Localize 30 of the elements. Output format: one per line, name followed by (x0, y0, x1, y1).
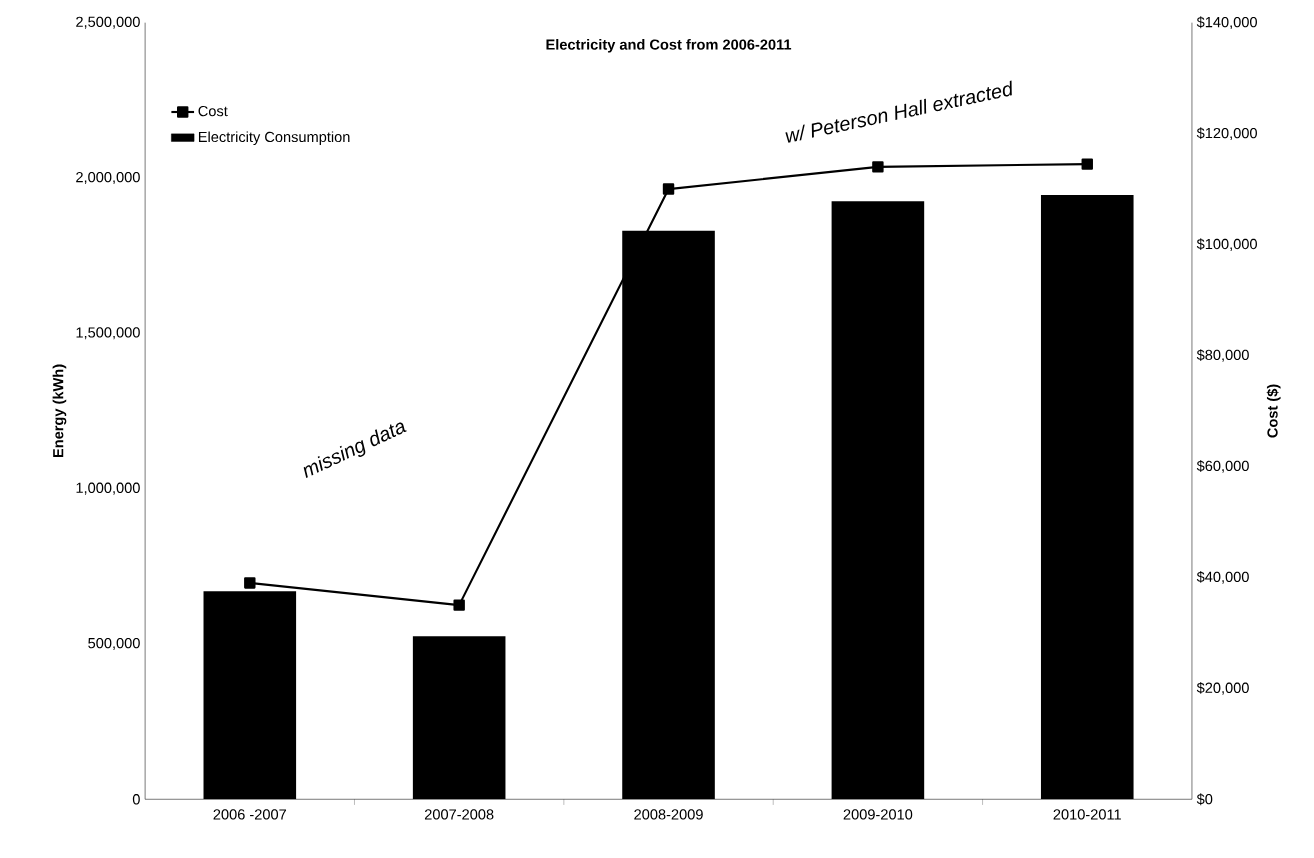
y-axis-title: Energy (kWh) (52, 364, 67, 458)
y-tick-label: 500,000 (88, 638, 140, 651)
y-tick-label: 2,000,000 (76, 172, 140, 185)
point (872, 161, 884, 173)
y-tick-label: 1,500,000 (76, 327, 140, 340)
y2-tick-label: $20,000 (1196, 682, 1249, 695)
point (1081, 158, 1093, 170)
y2-tick-label: $140,000 (1196, 16, 1257, 30)
annotation: w/ Peterson Hall extracted (785, 80, 1012, 143)
y2-tick-label: $120,000 (1196, 127, 1257, 141)
legend-label: Electricity Consumption (198, 131, 350, 146)
point (453, 599, 465, 611)
y2-tick-label: $40,000 (1196, 571, 1249, 584)
text: Electricity and Cost from 2006-2011 (546, 39, 792, 53)
point (244, 577, 256, 589)
y2-axis-title: Cost ($) (1266, 384, 1281, 438)
y2-tick-label: $60,000 (1196, 460, 1249, 473)
x-tick-label: 2007-2008 (424, 809, 494, 820)
y2-tick-label: $100,000 (1196, 238, 1257, 251)
y-tick-label: 2,500,000 (76, 16, 140, 29)
x-tick-label: 2010-2011 (1053, 809, 1121, 820)
x-tick-label: 2008-2009 (634, 809, 703, 820)
y-tick-label: 0 (132, 794, 140, 805)
y2-tick-label: $80,000 (1196, 349, 1249, 362)
x-tick-label: 2006 -2007 (213, 809, 287, 820)
legend-label: Cost (198, 106, 228, 117)
y2-tick-label: $0 (1196, 793, 1213, 806)
y-tick-label: 1,000,000 (76, 482, 140, 495)
point (662, 183, 675, 195)
x-tick-label: 2009-2010 (843, 809, 913, 820)
